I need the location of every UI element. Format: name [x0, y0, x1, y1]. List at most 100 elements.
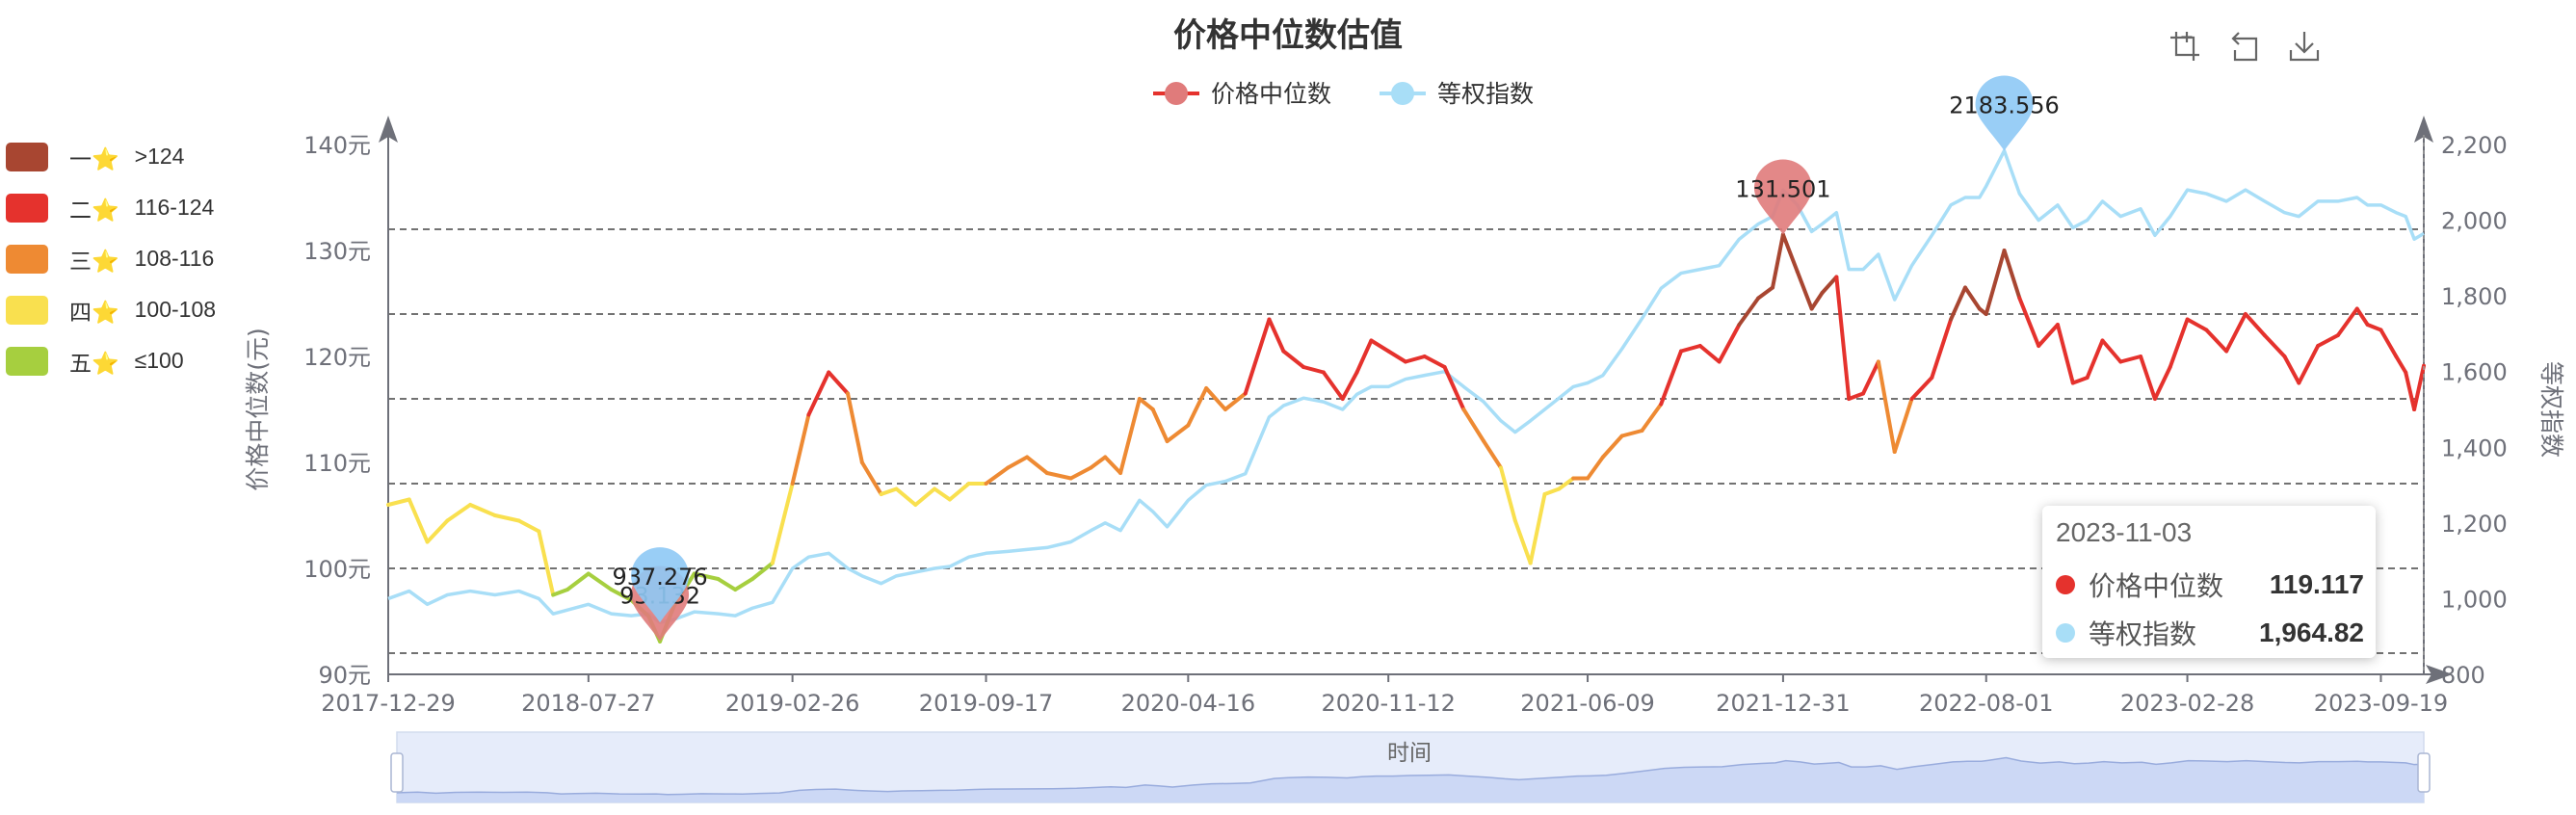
series-segment-median	[1404, 355, 1427, 364]
series-segment-median	[1659, 349, 1684, 407]
mark-point-label: 937.276	[612, 564, 707, 591]
y-left-axis-label: 价格中位数(元)	[244, 328, 272, 491]
series-segment-median	[1204, 386, 1227, 411]
visual-map-item-1[interactable]: 一⭐ >124	[6, 131, 216, 182]
series-segment-median	[2168, 317, 2190, 369]
series-segment-median	[1243, 317, 1272, 396]
y-right-tick-label: 800	[2441, 662, 2485, 689]
y-left-tick-label: 140元	[303, 132, 371, 159]
series-segment-median	[913, 486, 937, 507]
series-segment-median	[2100, 338, 2123, 364]
series-segment-median	[770, 482, 795, 565]
series-segment-median	[1340, 370, 1359, 401]
tooltip-dot-median	[2056, 575, 2075, 594]
series-segment-median	[1512, 518, 1533, 565]
visual-map-range: 100-108	[134, 297, 217, 322]
y-right-tick-label: 1,200	[2441, 511, 2508, 538]
series-segment-median	[1717, 323, 1742, 364]
series-segment-median	[692, 571, 721, 581]
mark-point-pin	[631, 547, 690, 623]
mark-point-label: 2183.556	[1949, 92, 2060, 118]
series-segment-median	[846, 391, 864, 464]
visual-map-label: 五⭐	[69, 350, 119, 376]
series-segment-median	[1386, 349, 1408, 364]
series-segment-median	[2412, 363, 2426, 411]
series-segment-median	[516, 518, 541, 534]
series-segment-median	[1222, 391, 1248, 411]
y-right-tick-label: 2,200	[2441, 132, 2508, 159]
series-segment-median	[2204, 328, 2229, 354]
series-segment-median	[879, 486, 899, 496]
tooltip: 2023-11-03 价格中位数 119.117 等权指数 1,964.82	[2042, 506, 2376, 658]
visual-map-item-3[interactable]: 三⭐ 108-116	[6, 233, 216, 284]
series-segment-median	[2262, 333, 2287, 358]
series-segment-median	[2394, 355, 2408, 375]
series-segment-median	[1068, 465, 1093, 481]
save-image-icon[interactable]	[2287, 29, 2322, 64]
series-segment-median	[2118, 355, 2143, 364]
x-tick-label: 2020-04-16	[1121, 690, 1255, 717]
series-segment-median	[2152, 365, 2172, 401]
y-right-tick-label: 1,400	[2441, 434, 2508, 461]
series-segment-median	[425, 518, 450, 544]
series-segment-median	[2297, 344, 2321, 385]
visual-map-label: 二⭐	[69, 197, 119, 223]
series-segment-median	[1737, 296, 1761, 327]
series-segment-median	[565, 571, 591, 592]
restore-icon[interactable]	[2227, 29, 2262, 64]
y-left-axis-arrow	[379, 116, 398, 143]
series-segment-median	[1834, 275, 1852, 401]
legend-marker	[1165, 82, 1188, 105]
series-segment-median	[468, 503, 497, 517]
series-segment-median	[2224, 312, 2247, 354]
series-segment-median	[1165, 423, 1191, 443]
toolbox	[2168, 29, 2322, 64]
series-segment-median	[551, 588, 570, 597]
series-segment-median	[1150, 408, 1170, 443]
series-segment-median	[1984, 249, 2007, 316]
x-tick-label: 2022-08-01	[1919, 690, 2053, 717]
zoom-icon[interactable]	[2168, 29, 2202, 64]
data-zoom-handle-right[interactable]	[2417, 752, 2431, 793]
series-segment-median	[1640, 402, 1664, 433]
y-right-tick-label: 1,600	[2441, 359, 2508, 386]
x-tick-label: 2017-12-29	[321, 690, 455, 717]
visual-map-item-4[interactable]: 四⭐ 100-108	[6, 284, 216, 335]
tooltip-series-name: 等权指数	[2089, 619, 2197, 649]
series-segment-median	[2017, 296, 2041, 348]
series-segment-median	[1442, 365, 1466, 411]
series-segment-median	[1281, 349, 1306, 369]
tooltip-date: 2023-11-03	[2056, 517, 2193, 547]
series-segment-median	[1089, 455, 1108, 470]
series-segment-median	[2282, 355, 2301, 385]
series-segment-median	[1962, 285, 1982, 311]
data-zoom-label: 时间	[1387, 740, 1432, 765]
series-segment-median	[827, 370, 851, 396]
x-tick-label: 2021-06-09	[1520, 690, 1654, 717]
series-segment-median	[1025, 455, 1049, 475]
series-segment-median	[2139, 355, 2157, 401]
mark-point-pin	[1753, 159, 1812, 235]
visual-map-legend[interactable]: 一⭐ >124 二⭐ 116-124 三⭐ 108-116 四⭐ 100-108…	[6, 131, 216, 386]
series-segment-median	[894, 486, 918, 507]
series-segment-median	[2379, 328, 2399, 358]
tooltip-series-value: 1,964.82	[2259, 618, 2364, 647]
series-segment-median	[1542, 486, 1562, 496]
series-segment-median	[1369, 338, 1391, 354]
series-line-index	[387, 148, 2425, 624]
tooltip-dot-index	[2056, 623, 2075, 643]
visual-map-item-2[interactable]: 二⭐ 116-124	[6, 182, 216, 233]
series-segment-median	[1771, 232, 1785, 290]
visual-map-range: 108-116	[134, 246, 215, 271]
visual-map-item-5[interactable]: 五⭐ ≤100	[6, 335, 216, 386]
series-segment-median	[2243, 312, 2267, 337]
data-zoom-handle-left[interactable]	[390, 752, 404, 793]
series-segment-median	[586, 571, 614, 592]
visual-map-range: ≤100	[134, 348, 184, 373]
series-segment-median	[1482, 439, 1503, 470]
series-segment-median	[1847, 391, 1866, 401]
series-segment-median	[1498, 465, 1517, 523]
series-segment-median	[445, 503, 473, 523]
series-segment-median	[1267, 317, 1286, 354]
series-segment-median	[1892, 397, 1914, 454]
